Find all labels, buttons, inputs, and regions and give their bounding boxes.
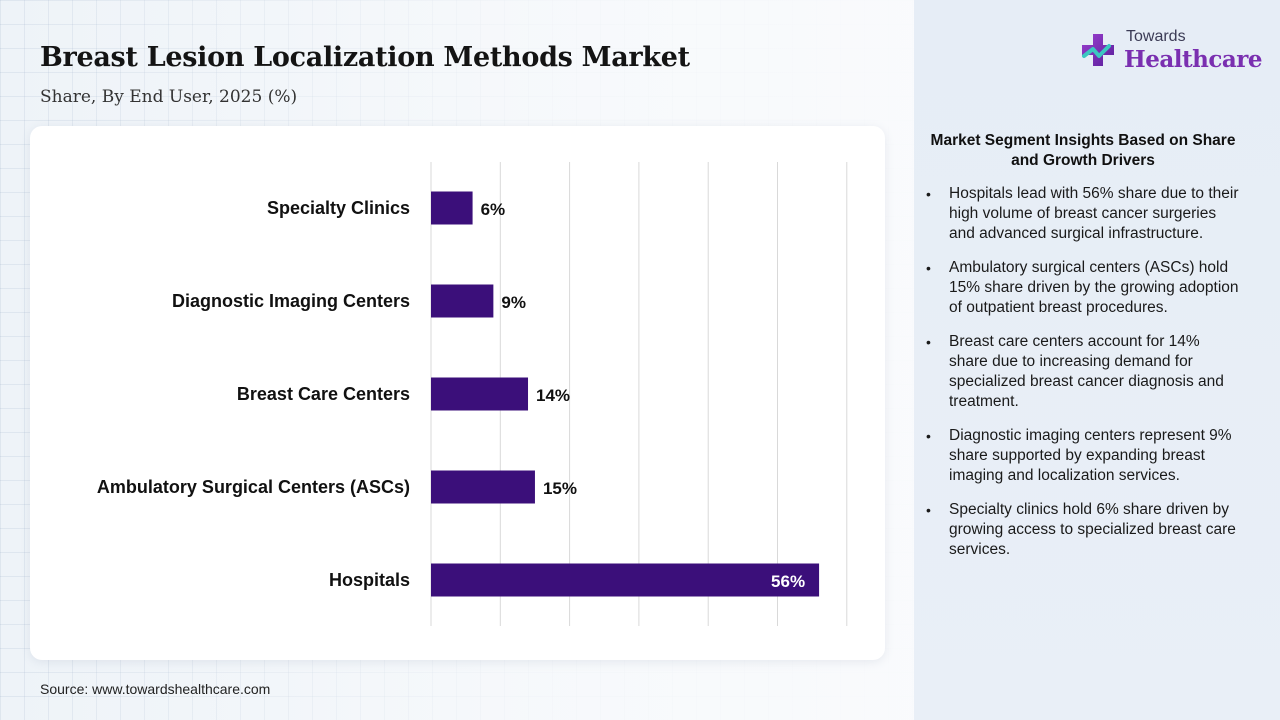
category-label: Ambulatory Surgical Centers (ASCs) <box>97 477 410 497</box>
bar <box>431 563 820 597</box>
category-label: Specialty Clinics <box>267 198 410 218</box>
brand-logo: Towards Healthcare <box>1080 28 1263 78</box>
page-subtitle: Share, By End User, 2025 (%) <box>40 87 298 107</box>
insight-item: • Breast care centers account for 14% sha… <box>924 332 1242 412</box>
insight-text: Ambulatory surgical centers (ASCs) hold … <box>949 259 1239 316</box>
value-label: 6% <box>481 200 506 219</box>
category-label: Diagnostic Imaging Centers <box>172 291 410 311</box>
insights-panel <box>914 0 1280 720</box>
source-note: Source: www.towardshealthcare.com <box>40 681 271 697</box>
insight-item: • Diagnostic imaging centers represent 9%… <box>924 426 1242 486</box>
chart-card: Specialty Clinics 6% Diagnostic Imaging Ce… <box>30 126 885 660</box>
insight-text: Breast care centers account for 14% shar… <box>949 333 1224 410</box>
value-label: 9% <box>501 293 526 312</box>
bar <box>431 470 535 504</box>
bullet-marker: • <box>926 334 931 350</box>
insight-text: Hospitals lead with 56% share due to the… <box>949 185 1239 242</box>
bar-chart: Specialty Clinics 6% Diagnostic Imaging Ce… <box>97 162 848 626</box>
bar <box>431 284 494 318</box>
value-label: 56% <box>771 572 805 591</box>
logo-main-text: Healthcare <box>1124 46 1263 73</box>
insights-list: • Hospitals lead with 56% share due to th… <box>924 184 1242 574</box>
bullet-marker: • <box>926 428 931 444</box>
bullet-marker: • <box>926 260 931 276</box>
insights-title: Market Segment Insights Based on Share a… <box>930 132 1236 169</box>
insight-text: Diagnostic imaging centers represent 9% … <box>949 427 1232 484</box>
value-label: 15% <box>543 479 577 498</box>
category-label: Breast Care Centers <box>237 384 410 404</box>
medical-cross-icon <box>1082 34 1114 66</box>
logo-top-text: Towards <box>1126 28 1186 45</box>
page-title: Breast Lesion Localization Methods Marke… <box>40 42 690 73</box>
bar <box>431 191 473 225</box>
insight-item: • Ambulatory surgical centers (ASCs) hold… <box>924 258 1242 318</box>
insight-item: • Specialty clinics hold 6% share driven … <box>924 500 1242 560</box>
insight-item: • Hospitals lead with 56% share due to th… <box>924 184 1242 244</box>
insight-text: Specialty clinics hold 6% share driven b… <box>949 501 1236 558</box>
bullet-marker: • <box>926 186 931 202</box>
bar <box>431 377 529 411</box>
value-label: 14% <box>536 386 570 405</box>
category-label: Hospitals <box>329 570 410 590</box>
bullet-marker: • <box>926 502 931 518</box>
